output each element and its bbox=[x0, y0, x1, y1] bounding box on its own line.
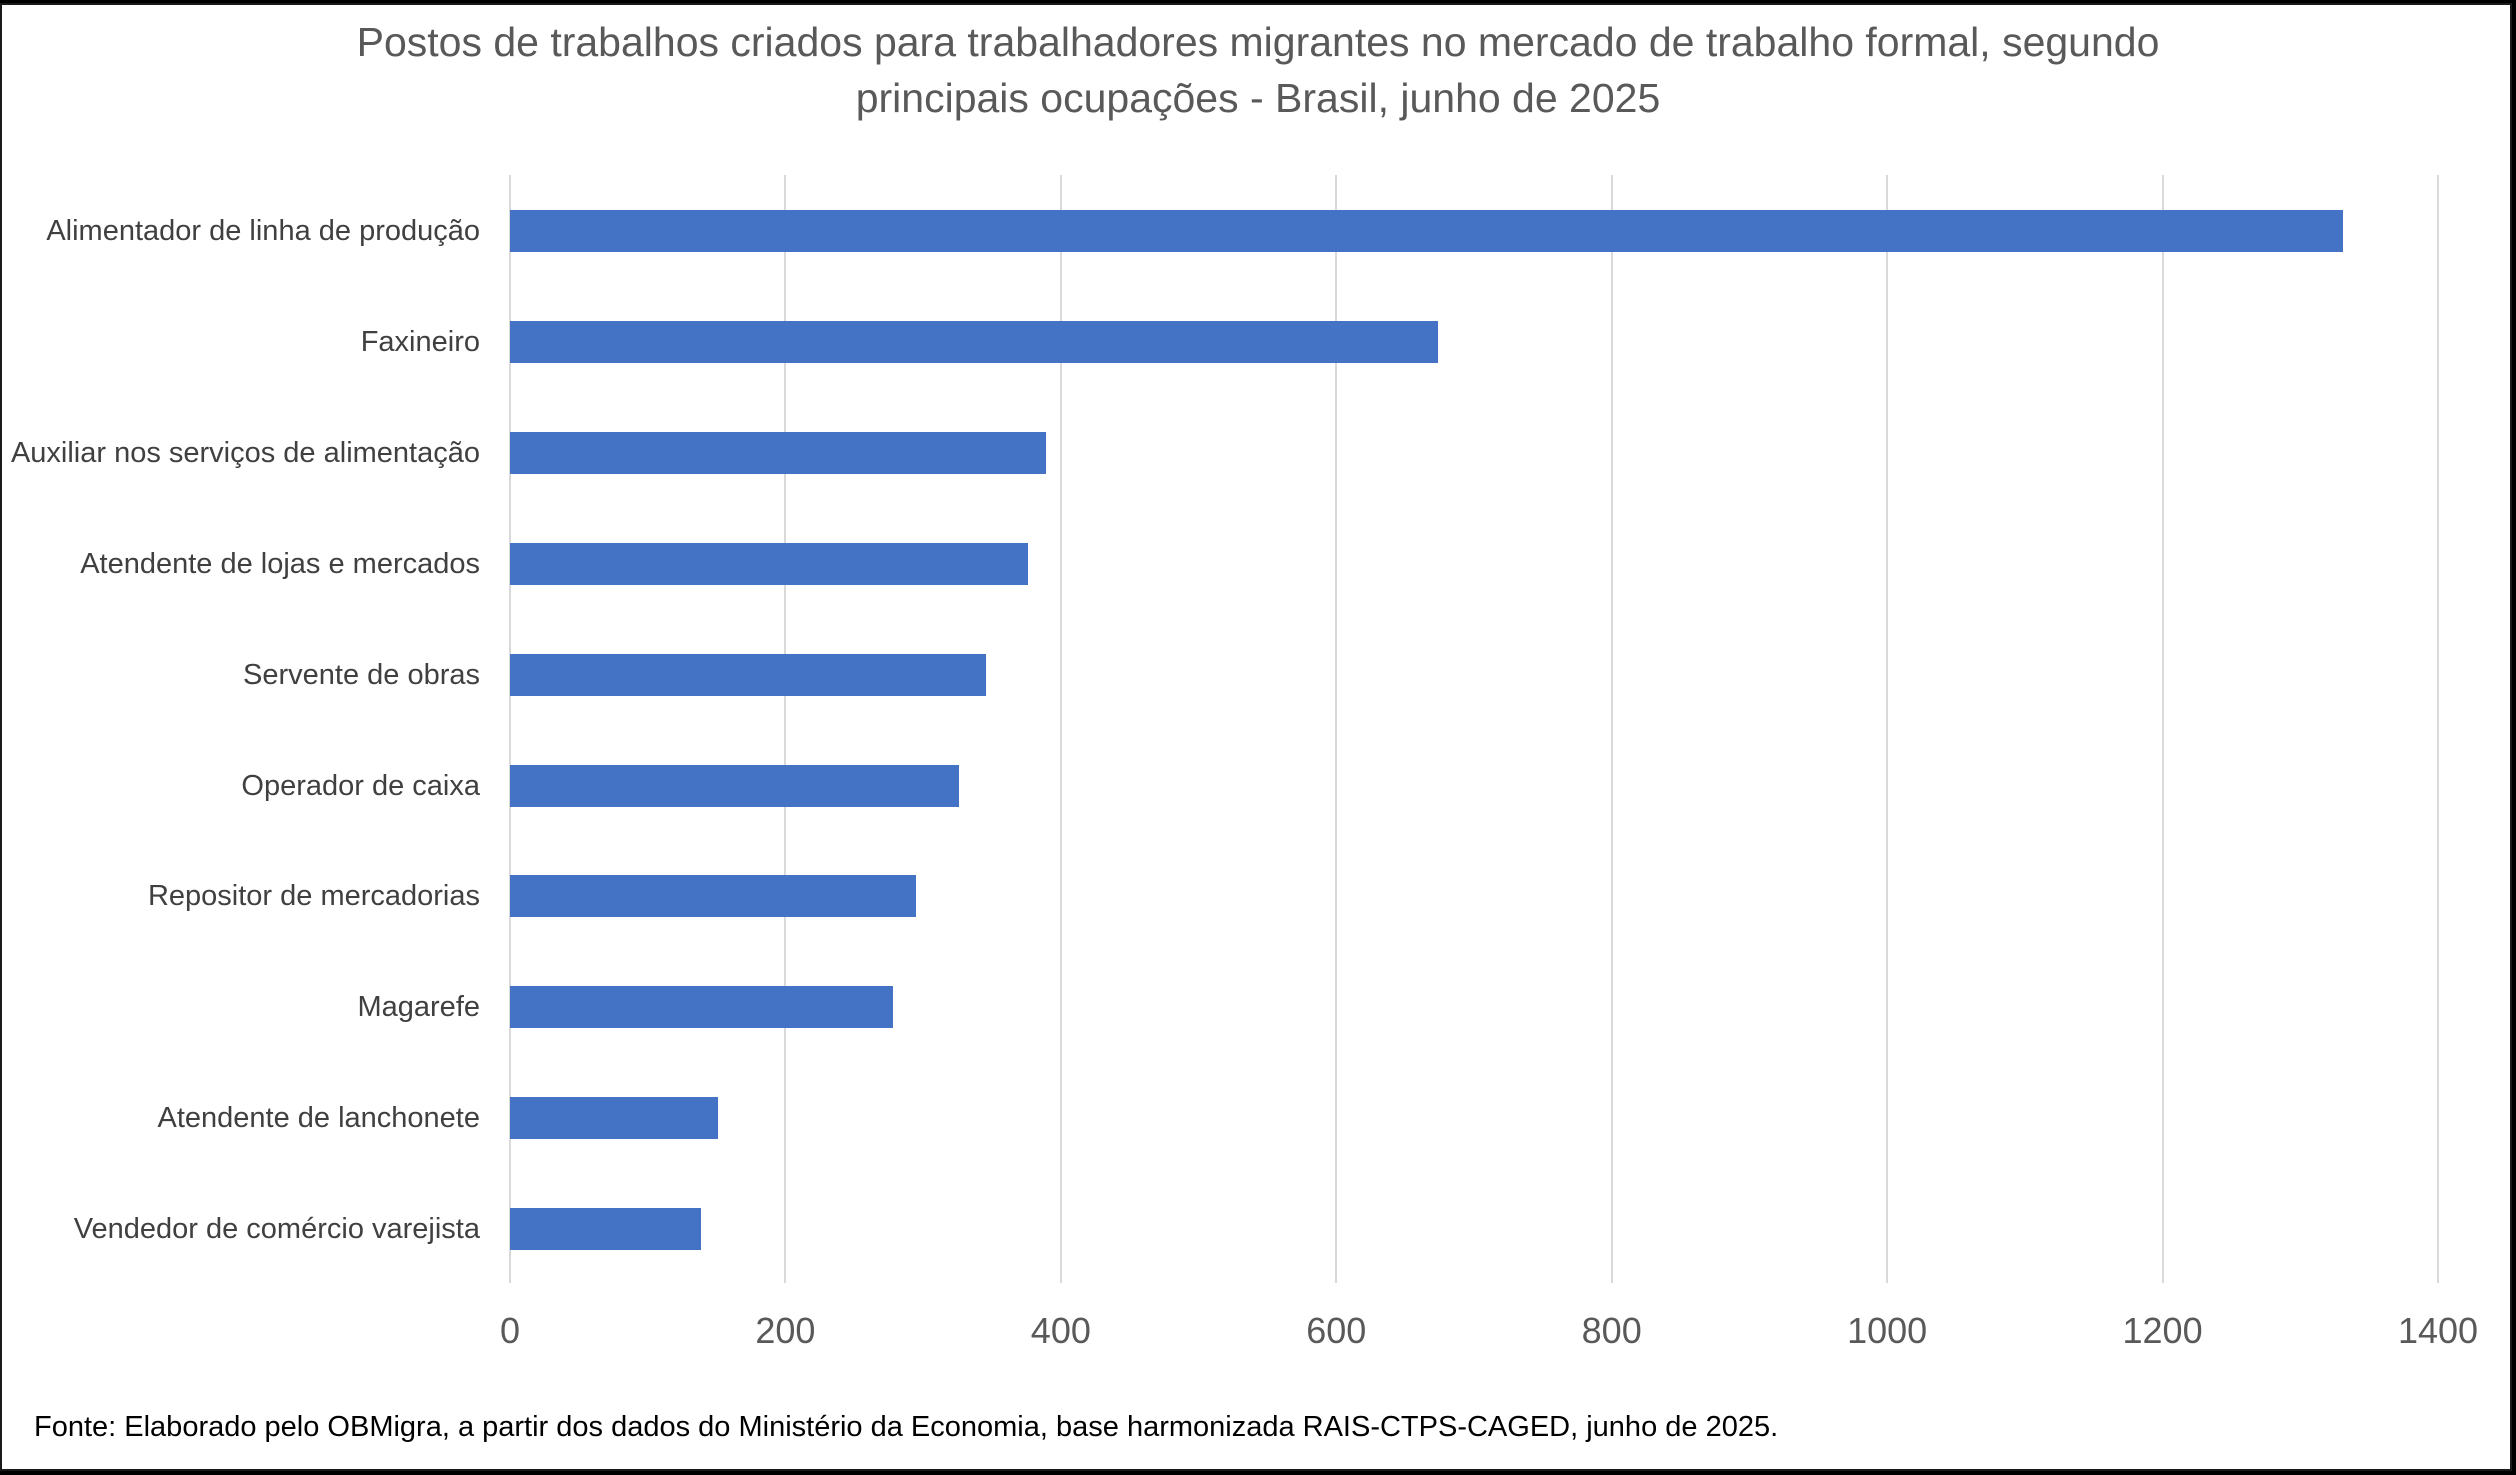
bar bbox=[510, 653, 987, 696]
x-tick-label: 400 bbox=[1030, 1310, 1091, 1351]
source-note: Fonte: Elaborado pelo OBMigra, a partir … bbox=[34, 1411, 1779, 1443]
x-tick-label: 0 bbox=[499, 1310, 521, 1351]
x-tick-label: 1400 bbox=[2397, 1310, 2479, 1351]
bar bbox=[510, 986, 893, 1029]
bar bbox=[510, 1208, 702, 1251]
bar bbox=[510, 764, 959, 807]
gridline bbox=[509, 175, 511, 1283]
bar bbox=[510, 875, 917, 918]
x-tick-label: 800 bbox=[1581, 1310, 1642, 1351]
category-label: Servente de obras bbox=[243, 658, 480, 691]
category-label: Vendedor de comércio varejista bbox=[73, 1213, 480, 1246]
category-label: Atendente de lojas e mercados bbox=[80, 547, 480, 580]
chart-title-line1: Postos de trabalhos criados para trabalh… bbox=[356, 19, 2160, 65]
bar bbox=[510, 210, 2343, 252]
category-label: Operador de caixa bbox=[241, 769, 480, 802]
x-tick-label: 600 bbox=[1306, 1310, 1367, 1351]
gridline bbox=[2437, 175, 2439, 1283]
gridline bbox=[2161, 175, 2164, 1283]
category-label: Magarefe bbox=[357, 991, 480, 1024]
gridline bbox=[1886, 175, 1889, 1283]
category-label: Repositor de mercadorias bbox=[147, 880, 480, 913]
category-label: Alimentador de linha de produção bbox=[46, 215, 480, 247]
category-label: Atendente de lanchonete bbox=[157, 1102, 481, 1135]
gridline bbox=[1059, 175, 1062, 1283]
category-label: Faxineiro bbox=[360, 325, 480, 358]
chart-title: Postos de trabalhos criados para trabalh… bbox=[0, 14, 2516, 126]
chart-title-line2: principais ocupações - Brasil, junho de … bbox=[855, 75, 1661, 121]
bar bbox=[510, 320, 1439, 363]
bar bbox=[510, 542, 1028, 585]
bar bbox=[510, 1097, 718, 1140]
gridline bbox=[784, 175, 787, 1283]
x-tick-label: 200 bbox=[755, 1310, 816, 1351]
category-label: Auxiliar nos serviços de alimentação bbox=[10, 436, 480, 469]
gridline bbox=[1335, 175, 1338, 1283]
gridline bbox=[1610, 175, 1613, 1283]
bar bbox=[510, 431, 1046, 474]
x-tick-label: 1200 bbox=[2122, 1310, 2203, 1351]
x-tick-label: 1000 bbox=[1847, 1310, 1928, 1351]
